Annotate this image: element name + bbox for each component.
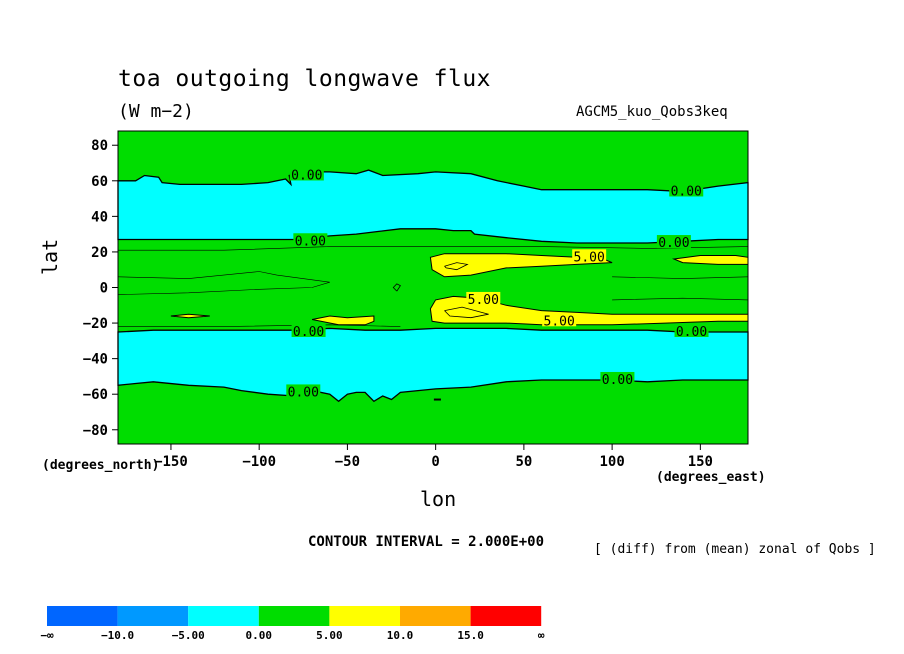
contour-label-background (289, 167, 324, 181)
contour-label: 0.00 (602, 373, 633, 388)
contour-label-background (572, 249, 607, 263)
contour-line (117, 271, 330, 295)
small-closed-contour (392, 283, 401, 292)
contour-label-background (669, 183, 704, 197)
colorbar-swatch (470, 606, 542, 626)
colorbar-label: 15.0 (457, 629, 484, 642)
x-tick-label: −50 (335, 454, 360, 470)
contour-line (612, 297, 749, 301)
south-yellow-closed-contour (444, 306, 489, 319)
difference-note: [ (diff) from (mean) zonal of Qobs ] (594, 542, 876, 557)
south-west-yellow-region (312, 315, 375, 326)
south-yellow-blob (170, 313, 210, 319)
colorbar-label: ∞ (538, 629, 545, 642)
contour-label: 0.00 (288, 385, 319, 400)
contour-label: 0.00 (671, 184, 702, 199)
contour-label-background (600, 371, 635, 385)
x-tick-label: 100 (599, 454, 624, 470)
x-axis-label: lon (420, 487, 457, 511)
chart-title: toa outgoing longwave flux (118, 66, 492, 92)
contour-label-background (291, 323, 326, 337)
contour-label: 0.00 (295, 234, 326, 249)
x-tick-label: −100 (242, 454, 276, 470)
y-tick-label: 80 (91, 138, 108, 154)
contour-label: 0.00 (658, 236, 689, 251)
colorbar-swatch (258, 606, 330, 626)
colorbar-swatch (400, 606, 471, 626)
contour-line (118, 246, 749, 251)
chart-units: (W m−2) (118, 101, 194, 122)
north-cyan-band (117, 169, 749, 244)
contour-label: 0.00 (291, 168, 322, 183)
north-yellow-region (429, 253, 613, 278)
contour-label-background (674, 323, 709, 337)
contour-label-background (466, 291, 501, 305)
colorbar-label: 5.00 (316, 629, 343, 642)
colorbar-label: −5.00 (172, 629, 205, 642)
contour-label: 5.00 (544, 314, 575, 329)
north-yellow-closed-contour (444, 262, 469, 271)
contour-label-background (286, 384, 321, 398)
colorbar-swatch (117, 606, 189, 626)
colorbar-label: −10.0 (101, 629, 134, 642)
x-tick-label: 150 (688, 454, 713, 470)
contour-label: 5.00 (468, 293, 499, 308)
contour-line (612, 276, 749, 279)
y-tick-label: 40 (91, 209, 108, 225)
contour-label-background (293, 233, 328, 247)
x-axis-unit: (degrees_east) (656, 470, 766, 485)
colorbar-label: 10.0 (387, 629, 414, 642)
colorbar-swatch (188, 606, 259, 626)
y-tick-label: −80 (83, 423, 108, 439)
colorbar-swatch (329, 606, 400, 626)
y-tick-label: 0 (100, 281, 108, 297)
y-tick-label: −60 (83, 387, 108, 403)
contour-interval: CONTOUR INTERVAL = 2.000E+00 (308, 534, 545, 550)
y-tick-label: 60 (91, 174, 108, 190)
contour-label-background (656, 235, 691, 249)
colorbar-label: −∞ (40, 629, 54, 642)
colorbar-swatch (47, 606, 118, 626)
contour-line (118, 324, 401, 327)
colorbar-label: 0.00 (246, 629, 273, 642)
contour-label-background (542, 313, 577, 327)
x-tick-label: 0 (431, 454, 439, 470)
experiment-label: AGCM5_kuo_Qobs3keq (576, 104, 728, 120)
contour-label: 0.00 (676, 325, 707, 340)
contour-label: 0.00 (293, 325, 324, 340)
x-tick-label: 50 (515, 454, 532, 470)
y-tick-label: 20 (91, 245, 108, 261)
x-tick-label: −150 (154, 454, 188, 470)
y-tick-label: −20 (83, 316, 108, 332)
y-tick-label: −40 (83, 352, 108, 368)
contour-label: 5.00 (574, 250, 605, 265)
y-axis-unit: (degrees_north) (42, 458, 160, 473)
